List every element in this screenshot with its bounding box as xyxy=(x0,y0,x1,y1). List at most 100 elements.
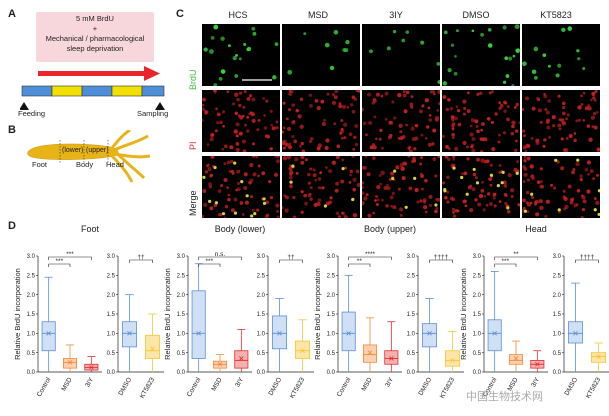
box-msd xyxy=(508,354,524,365)
box-kt5823 xyxy=(444,350,461,367)
x-tick-label: KT5823 xyxy=(289,376,307,400)
sig-label: *** xyxy=(206,258,214,265)
y-tick-label: 1.5 xyxy=(327,312,336,318)
micrograph-brdu-msd xyxy=(282,24,360,86)
row-head-pi: PI xyxy=(188,141,198,150)
micrograph-merge-dmso xyxy=(442,156,520,218)
sig-label: ** xyxy=(513,251,519,258)
y-tick-label: 1.5 xyxy=(27,312,36,318)
y-tick-label: 1.5 xyxy=(107,312,116,318)
mean-marker xyxy=(450,358,455,363)
panel-label-b: B xyxy=(8,124,16,136)
row-head-brdu: BrdU xyxy=(188,69,198,90)
sig-bracket xyxy=(494,263,517,267)
sig-label: †† xyxy=(287,254,295,261)
y-tick-label: 3.0 xyxy=(27,254,36,260)
sig-bracket xyxy=(575,259,599,263)
x-tick-label: DMSO xyxy=(267,377,283,397)
sig-label: †† xyxy=(137,254,145,261)
panel-a: 5 mM BrdU + Mechanical / pharmacological… xyxy=(18,8,170,118)
x-tick-label: MSD xyxy=(360,376,373,392)
sig-bracket xyxy=(348,256,392,260)
y-tick-label: 0.0 xyxy=(407,370,416,376)
y-tick-label: 3.0 xyxy=(327,254,336,260)
y-tick-label: 3.0 xyxy=(473,254,482,260)
box-msd xyxy=(62,358,78,369)
y-tick-label: 2.5 xyxy=(553,274,562,280)
box-kt5823 xyxy=(144,334,161,359)
y-tick-label: 1.0 xyxy=(553,332,562,338)
mean-marker xyxy=(596,354,601,359)
timeline-bar xyxy=(21,85,165,97)
timeline-svg xyxy=(20,66,165,110)
y-tick-label: 2.5 xyxy=(107,274,116,280)
group-title: Head xyxy=(525,224,547,234)
mean-marker xyxy=(513,356,519,361)
y-tick-label: 0.5 xyxy=(177,351,186,357)
y-tick-label: 3.0 xyxy=(107,254,116,260)
x-tick-label: Control xyxy=(186,376,203,398)
y-tick-label: 0.0 xyxy=(473,370,482,376)
y-tick-label: 1.0 xyxy=(177,332,186,338)
x-tick-label: 3IY xyxy=(84,376,95,389)
y-tick-label: 0.0 xyxy=(177,370,186,376)
group-title: Body (lower) xyxy=(215,224,266,234)
panel-b: (lower) (upper) Foot Body Head xyxy=(20,130,170,210)
sig-label: †††† xyxy=(434,254,449,261)
box-kt5823 xyxy=(294,340,311,359)
y-tick-label: 0.5 xyxy=(327,351,336,357)
y-axis-label: Relative BrdU incorporation xyxy=(13,268,22,360)
y-tick-label: 1.0 xyxy=(257,332,266,338)
micrograph-merge-3iy xyxy=(362,156,440,218)
body-label: Body xyxy=(76,160,94,169)
y-tick-label: 2.0 xyxy=(407,293,416,299)
sig-bracket xyxy=(198,263,221,267)
y-tick-label: 0.5 xyxy=(553,351,562,357)
sig-label: n.s. xyxy=(215,251,226,258)
mean-marker xyxy=(196,331,201,336)
head-label: Head xyxy=(106,160,124,169)
sig-bracket xyxy=(279,259,303,263)
x-tick-label: KT5823 xyxy=(439,376,457,400)
micrograph-pi-3iy xyxy=(362,90,440,152)
sig-bracket xyxy=(348,263,371,267)
y-tick-label: 2.5 xyxy=(27,274,36,280)
y-axis-label: Relative BrdU incorporation xyxy=(459,268,468,360)
y-tick-label: 1.5 xyxy=(177,312,186,318)
box-control xyxy=(191,290,206,359)
sig-bracket xyxy=(48,256,92,260)
red-arrow-icon xyxy=(38,66,160,81)
x-tick-label: Control xyxy=(36,376,53,398)
y-tick-label: 3.0 xyxy=(407,254,416,260)
x-tick-label: 3IY xyxy=(530,376,541,389)
box-msd xyxy=(362,344,378,363)
y-tick-label: 1.0 xyxy=(107,332,116,338)
mean-marker xyxy=(46,331,51,336)
y-tick-label: 0.0 xyxy=(327,370,336,376)
y-tick-label: 1.0 xyxy=(473,332,482,338)
treatment-line-2: Mechanical / pharmacological xyxy=(45,34,145,43)
mean-marker xyxy=(89,365,94,370)
sig-bracket xyxy=(429,259,453,263)
box-3iy xyxy=(234,350,249,369)
sig-label: ** xyxy=(357,258,363,265)
sig-bracket xyxy=(198,256,242,260)
y-tick-label: 2.5 xyxy=(327,274,336,280)
box-dmso xyxy=(121,321,138,348)
micrograph-pi-kt5823 xyxy=(522,90,600,152)
sig-label: *** xyxy=(56,258,64,265)
y-tick-label: 1.0 xyxy=(407,332,416,338)
col-head-hcs: HCS xyxy=(228,10,248,20)
micrograph-brdu-kt5823 xyxy=(522,24,600,86)
group-title: Foot xyxy=(81,224,100,234)
y-axis-label: Relative BrdU incorporation xyxy=(313,268,322,360)
mean-marker xyxy=(217,361,223,367)
y-tick-label: 2.0 xyxy=(107,293,116,299)
y-tick-label: 0.0 xyxy=(27,370,36,376)
micrograph-pi-hcs xyxy=(202,90,280,152)
y-tick-label: 1.5 xyxy=(407,312,416,318)
y-tick-label: 2.0 xyxy=(473,293,482,299)
mean-marker xyxy=(427,331,432,336)
box-dmso xyxy=(567,321,584,344)
micrograph-merge-hcs xyxy=(202,156,280,218)
